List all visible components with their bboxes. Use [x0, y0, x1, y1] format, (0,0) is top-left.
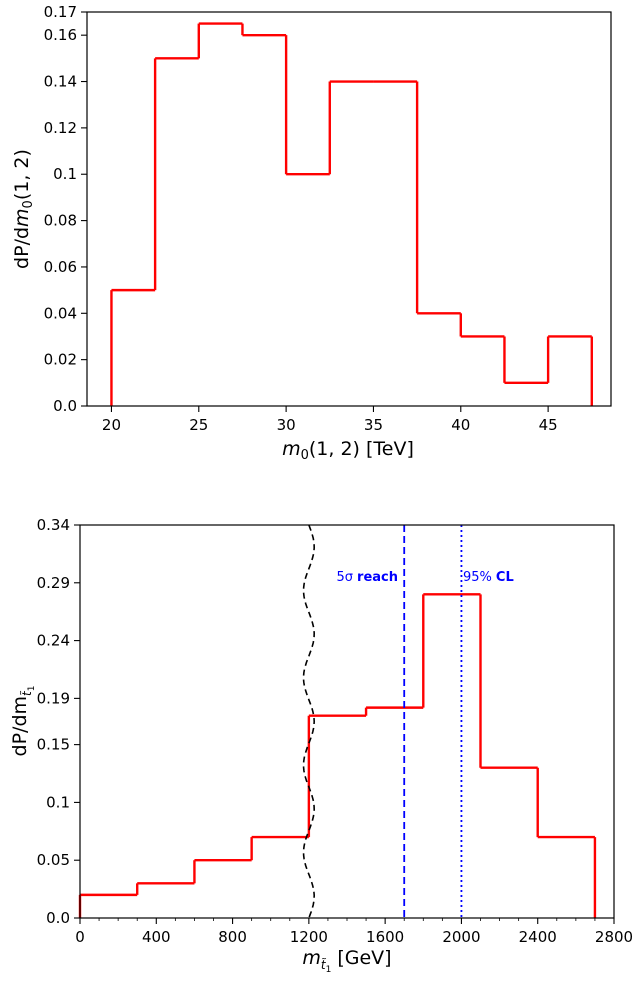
bottom-x-ticks: 0 400 800 1200 1600 2000 2400 2800: [75, 918, 633, 946]
top-plot-frame: [86, 11, 612, 407]
top-y-tick-label-7: 0.14: [44, 73, 77, 91]
bottom-y-tick-label-1: 0.05: [37, 851, 70, 869]
top-y-tick-label-3: 0.06: [44, 258, 77, 276]
bottom-y-ticks: 0.0 0.05 0.1 0.15 0.19 0.24 0.29 0.34: [37, 516, 80, 927]
top-y-tick-label-0: 0.0: [53, 397, 77, 415]
top-y-axis-label: dP/dm0(1, 2): [11, 149, 36, 269]
top-x-ticks: 20 25 30 35 40 45: [102, 406, 558, 434]
top-x-tick-label-5: 45: [539, 416, 558, 434]
bottom-x-axis-label: mt̃1[GeV]: [302, 947, 391, 975]
bottom-wavy-curve: [302, 524, 316, 919]
reach-annotation: 5σ reach: [337, 570, 398, 585]
bottom-y-tick-label-2: 0.1: [46, 793, 70, 811]
top-x-tick-label-3: 35: [364, 416, 383, 434]
bottom-x-tick-label-5: 2000: [442, 928, 480, 946]
top-y-tick-label-9: 0.17: [44, 3, 77, 21]
top-histogram-marks: [110, 22, 593, 406]
top-y-tick-label-4: 0.08: [44, 212, 77, 230]
bottom-x-tick-label-2: 800: [218, 928, 247, 946]
top-y-tick-label-1: 0.02: [44, 351, 77, 369]
bottom-y-tick-label-3: 0.15: [37, 736, 70, 754]
cl-prefix: 95%: [463, 570, 492, 585]
bottom-x-tick-label-3: 1200: [290, 928, 328, 946]
bottom-x-tick-label-6: 2400: [519, 928, 557, 946]
top-x-tick-label-1: 25: [189, 416, 208, 434]
bottom-y-tick-label-4: 0.19: [37, 689, 70, 707]
top-y-ticks: 0.0 0.02 0.04 0.06 0.08 0.1 0.12 0.14 0.16 0.17: [44, 3, 87, 415]
top-x-tick-label-4: 40: [451, 416, 470, 434]
bottom-y-tick-label-7: 0.34: [37, 516, 70, 534]
reach-prefix: 5σ: [337, 570, 354, 585]
top-y-tick-label-2: 0.04: [44, 304, 77, 322]
top-y-tick-label-8: 0.16: [44, 26, 77, 44]
bottom-y-prefix: dP/dm: [9, 696, 31, 757]
top-histogram-panel: 20 25 30 35 40 45 0.00.020.040.060.080.10.120…: [11, 3, 612, 463]
bottom-y-axis-label: dP/dmt̃1: [9, 686, 37, 757]
top-y-tick-label-6: 0.12: [44, 119, 77, 137]
bottom-x-tick-label-7: 2800: [595, 928, 633, 946]
top-x-tick-label-0: 20: [102, 416, 121, 434]
cl-label: CL: [496, 570, 514, 585]
top-x-axis-label: m0(1, 2) [TeV]: [282, 438, 414, 463]
bottom-x-tick-label-4: 1600: [366, 928, 404, 946]
bottom-x-unit: [GeV]: [337, 947, 391, 969]
bottom-y-tick-label-5: 0.24: [37, 632, 70, 650]
reach-label: reach: [357, 570, 398, 585]
bottom-y-tick-label-0: 0.0: [46, 909, 70, 927]
top-x-tick-label-2: 30: [277, 416, 296, 434]
top-y-tick-label-5: 0.1: [53, 165, 77, 183]
bottom-x-tick-label-1: 400: [142, 928, 171, 946]
bottom-histogram-marks: [78, 524, 597, 919]
cl-annotation: 95% CL: [463, 570, 514, 585]
bottom-histogram-panel: 0 400 800 1200 1600 2000 2400 2800 0.00.050.10.…: [9, 516, 633, 975]
bottom-x-tick-label-0: 0: [75, 928, 85, 946]
bottom-y-tick-label-6: 0.29: [37, 574, 70, 592]
